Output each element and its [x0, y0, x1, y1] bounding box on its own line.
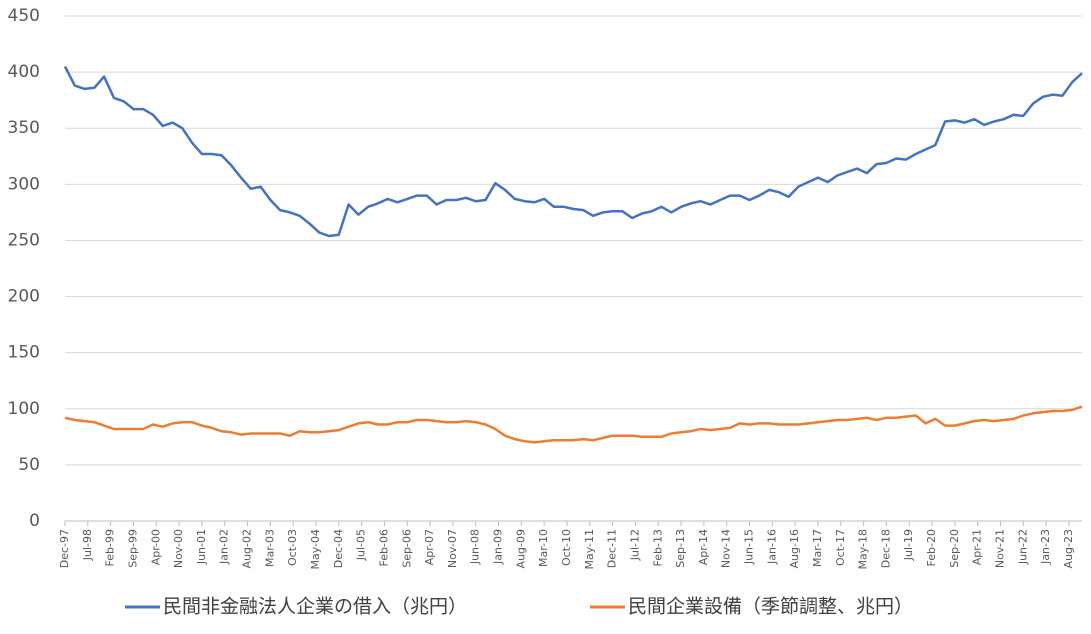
x-tick-label: Jul-05 [355, 529, 368, 561]
x-tick-label: Aug-16 [788, 529, 801, 568]
y-tick-label: 0 [29, 511, 40, 531]
legend-label: 民間企業設備（季節調整、兆円） [628, 596, 913, 618]
x-tick-label: Mar-03 [263, 529, 276, 567]
y-tick-label: 400 [8, 62, 40, 82]
x-tick-label: Dec-97 [58, 529, 71, 568]
x-tick-label: Feb-20 [925, 529, 938, 566]
x-tick-label: Jul-19 [902, 529, 915, 561]
x-tick-label: Feb-99 [104, 529, 117, 566]
series-line [64, 405, 1083, 444]
y-tick-label: 100 [8, 399, 40, 419]
x-tick-label: Oct-17 [834, 529, 847, 566]
x-tick-label: Sep-20 [948, 529, 961, 568]
x-tick-label: Nov-21 [994, 529, 1007, 568]
y-tick-label: 50 [18, 455, 40, 475]
x-tick-label: Jun-22 [1016, 529, 1029, 565]
x-tick-label: Feb-13 [651, 529, 664, 566]
y-tick-label: 450 [8, 6, 40, 26]
y-tick-label: 250 [8, 230, 40, 250]
x-tick-label: Jul-98 [81, 529, 94, 561]
x-tick-label: Nov-07 [446, 529, 459, 568]
x-tick-label: May-11 [583, 529, 596, 570]
y-tick-label: 350 [8, 118, 40, 138]
x-tick-label: May-18 [857, 529, 870, 570]
legend-label: 民間非金融法人企業の借入（兆円） [163, 596, 467, 618]
x-tick-label: Jan-09 [492, 529, 505, 565]
x-tick-label: Mar-10 [537, 529, 550, 567]
x-tick-label: Jan-02 [218, 529, 231, 565]
x-tick-label: Feb-06 [377, 529, 390, 566]
x-tick-label: Sep-06 [400, 529, 413, 568]
x-tick-label: Apr-00 [149, 529, 162, 565]
x-tick-label: Jun-08 [469, 529, 482, 565]
x-tick-label: Aug-09 [514, 529, 527, 568]
x-tick-label: Aug-23 [1062, 529, 1075, 568]
y-tick-label: 150 [8, 343, 40, 363]
x-tick-label: Jan-23 [1039, 529, 1052, 565]
y-tick-label: 200 [8, 287, 40, 307]
x-tick-label: Oct-03 [286, 529, 299, 566]
x-tick-label: Jan-16 [765, 529, 778, 565]
x-tick-label: Dec-04 [332, 529, 345, 568]
x-tick-label: Mar-17 [811, 529, 824, 567]
y-tick-label: 300 [8, 174, 40, 194]
x-tick-label: Dec-18 [879, 529, 892, 568]
x-tick-label: Sep-13 [674, 529, 687, 568]
x-tick-label: Oct-10 [560, 529, 573, 566]
x-tick-label: Nov-00 [172, 529, 185, 568]
x-tick-label: Sep-99 [126, 529, 139, 568]
x-tick-label: Nov-14 [720, 529, 733, 568]
x-tick-label: Apr-14 [697, 529, 710, 565]
x-tick-label: Dec-11 [606, 529, 619, 568]
x-tick-label: May-04 [309, 529, 322, 570]
x-tick-label: Jun-15 [743, 529, 756, 565]
x-tick-label: Jul-12 [628, 529, 641, 561]
series-line [63, 65, 1083, 238]
x-tick-label: Apr-07 [423, 529, 436, 565]
x-tick-label: Aug-02 [241, 529, 254, 568]
x-tick-label: Jun-01 [195, 529, 208, 565]
x-tick-label: Apr-21 [971, 529, 984, 565]
